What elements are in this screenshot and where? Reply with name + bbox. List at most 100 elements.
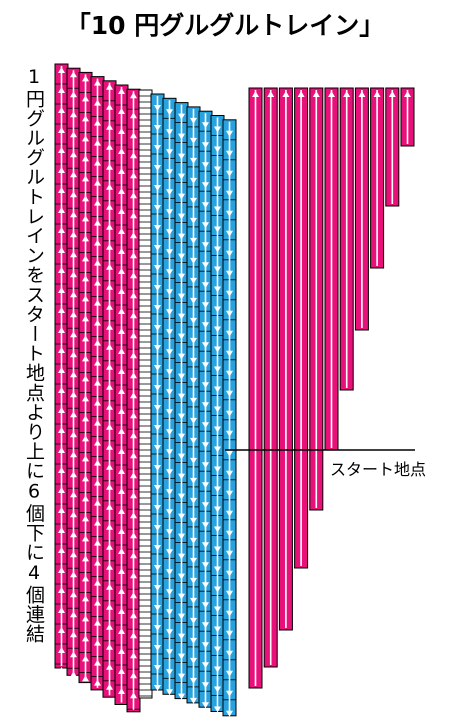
down-arrow-icon: [214, 646, 221, 653]
down-arrow-icon: [190, 417, 197, 424]
down-arrow-icon: [226, 150, 233, 157]
down-arrow-icon: [166, 689, 173, 696]
up-arrow-icon: [94, 299, 101, 306]
down-arrow-icon: [178, 133, 185, 140]
up-arrow-icon: [106, 343, 113, 350]
divider-column: [138, 89, 153, 699]
up-arrow-icon: [130, 152, 137, 159]
up-arrow-icon: [94, 519, 101, 526]
up-arrow-icon: [130, 712, 137, 719]
down-arrow-icon: [178, 613, 185, 620]
pink-column-2: [66, 67, 81, 678]
up-arrow-icon: [82, 495, 89, 502]
up-arrow-icon: [106, 123, 113, 130]
up-arrow-icon: [130, 412, 137, 419]
up-arrow-icon: [106, 683, 113, 690]
up-arrow-icon: [70, 511, 77, 518]
down-arrow-icon: [190, 637, 197, 644]
down-arrow-icon: [178, 533, 185, 540]
up-arrow-icon: [70, 631, 77, 638]
up-arrow-icon: [70, 611, 77, 618]
down-arrow-icon: [154, 445, 161, 451]
up-arrow-icon: [106, 383, 113, 390]
down-arrow-icon: [154, 525, 161, 531]
down-arrow-icon: [190, 337, 197, 344]
down-arrow-icon: [190, 397, 197, 404]
up-arrow-icon: [130, 432, 137, 439]
pink-column-1: [54, 63, 69, 673]
down-arrow-icon: [178, 473, 185, 480]
down-arrow-icon: [214, 166, 221, 173]
down-arrow-icon: [166, 509, 173, 516]
up-arrow-icon: [267, 91, 275, 97]
down-arrow-icon: [202, 182, 209, 189]
down-arrow-icon: [214, 386, 221, 393]
down-arrow-icon: [166, 629, 173, 636]
down-arrow-icon: [178, 173, 185, 180]
up-arrow-icon: [106, 323, 113, 330]
down-arrow-icon: [178, 293, 185, 300]
down-arrow-icon: [190, 177, 197, 184]
down-arrow-icon: [214, 366, 221, 373]
down-arrow-icon: [166, 189, 173, 196]
down-arrow-icon: [154, 605, 161, 611]
up-arrow-icon: [297, 91, 305, 97]
up-arrow-icon: [94, 499, 101, 506]
up-arrow-icon: [82, 315, 89, 322]
blue-column-4: [186, 106, 201, 704]
up-arrow-icon: [106, 223, 113, 230]
up-arrow-icon: [106, 603, 113, 610]
down-arrow-icon: [202, 502, 209, 509]
up-arrow-icon: [82, 355, 89, 362]
up-arrow-icon: [312, 91, 320, 97]
up-arrow-icon: [94, 399, 101, 406]
down-arrow-icon: [226, 190, 233, 197]
down-arrow-icon: [226, 590, 233, 597]
up-arrow-icon: [118, 528, 125, 534]
down-arrow-icon: [178, 393, 185, 400]
up-arrow-icon: [106, 443, 113, 450]
down-arrow-icon: [202, 382, 209, 389]
down-arrow-icon: [154, 325, 161, 331]
up-arrow-icon: [58, 327, 65, 333]
up-arrow-icon: [58, 367, 65, 373]
down-arrow-icon: [190, 157, 197, 164]
up-arrow-icon: [118, 348, 125, 354]
up-arrow-icon: [94, 419, 101, 426]
vertical-caption: 1円グルグルトレインをスタート地点より上に6個下に4個連結: [23, 66, 45, 644]
up-arrow-icon: [106, 263, 113, 270]
up-arrow-icon: [94, 659, 101, 666]
up-arrow-icon: [82, 215, 89, 222]
up-arrow-icon: [70, 111, 77, 118]
up-arrow-icon: [118, 588, 125, 594]
down-arrow-icon: [214, 186, 221, 193]
down-arrow-icon: [154, 345, 161, 351]
down-arrow-icon: [214, 266, 221, 273]
up-arrow-icon: [58, 227, 65, 233]
up-arrow-icon: [118, 628, 125, 634]
up-arrow-icon: [130, 632, 137, 639]
down-arrow-icon: [178, 413, 185, 420]
up-arrow-icon: [118, 428, 125, 434]
up-arrow-icon: [82, 435, 89, 442]
up-arrow-icon: [70, 331, 77, 338]
up-arrow-icon: [70, 591, 77, 598]
down-arrow-icon: [202, 342, 209, 349]
down-arrow-icon: [226, 430, 233, 437]
down-arrow-icon: [190, 517, 197, 524]
down-arrow-icon: [178, 213, 185, 220]
up-arrow-icon: [82, 555, 89, 562]
pink-column-3: [78, 71, 93, 684]
up-arrow-icon: [130, 572, 137, 579]
up-arrow-icon: [82, 455, 89, 462]
up-arrow-icon: [94, 99, 101, 106]
down-arrow-icon: [214, 246, 221, 253]
right-pink-bar-11: [400, 87, 415, 147]
down-arrow-icon: [166, 609, 173, 616]
right-pink-bar-8: [354, 87, 369, 331]
up-arrow-icon: [130, 392, 137, 399]
right-pink-bar-6: [324, 87, 339, 451]
down-arrow-icon: [226, 350, 233, 357]
down-arrow-icon: [226, 630, 233, 637]
down-arrow-icon: [214, 626, 221, 633]
